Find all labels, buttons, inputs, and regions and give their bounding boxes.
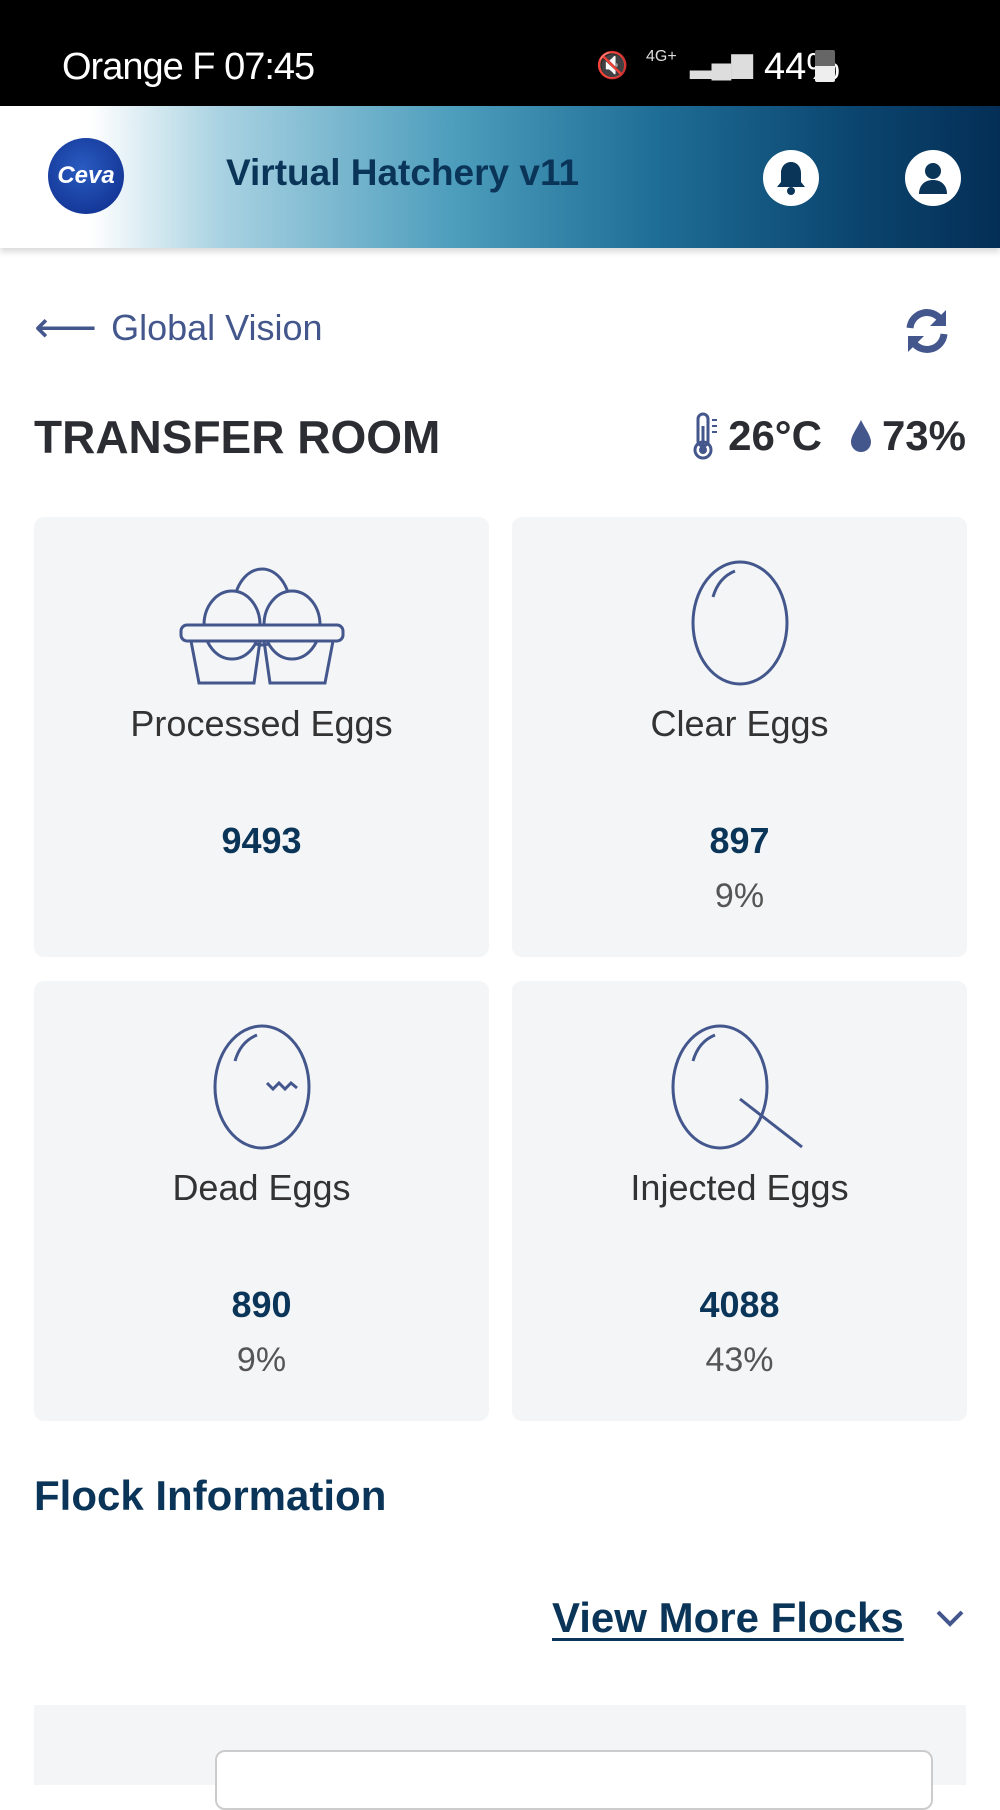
card-clear-eggs[interactable]: Clear Eggs 897 9%: [512, 517, 967, 957]
profile-button[interactable]: [905, 150, 961, 206]
injected-egg-icon: [671, 1024, 803, 1150]
arrow-left-icon: ⟵: [34, 303, 98, 352]
egg-icon: [691, 560, 788, 686]
temperature-value: 26°C: [728, 412, 822, 459]
refresh-icon[interactable]: [902, 306, 952, 356]
card-value: 4088: [699, 1284, 780, 1325]
chevron-down-icon[interactable]: [934, 1606, 966, 1630]
back-link[interactable]: ⟵ Global Vision: [34, 306, 323, 350]
view-more-flocks-link[interactable]: View More Flocks: [552, 1594, 904, 1641]
signal-icon: ▂▄▆: [690, 47, 753, 78]
user-icon: [919, 163, 947, 194]
app-header: Ceva Virtual Hatchery v11: [0, 106, 1000, 248]
card-value: 897: [709, 820, 770, 861]
card-label: Injected Eggs: [630, 1167, 849, 1208]
cracked-egg-icon: [213, 1024, 310, 1150]
card-label: Processed Eggs: [130, 703, 393, 744]
mute-icon: 🔇: [596, 50, 629, 80]
card-value: 890: [231, 1284, 292, 1325]
card-dead-eggs[interactable]: Dead Eggs 890 9%: [34, 981, 489, 1421]
network-type: 4G+: [646, 48, 677, 65]
app-title: Virtual Hatchery v11: [226, 152, 580, 193]
thermometer-icon: [693, 412, 718, 460]
egg-tray-icon: [179, 567, 344, 685]
humidity-value: 73%: [881, 412, 966, 459]
room-conditions: 26°C 73%: [692, 412, 966, 460]
bell-icon: [777, 162, 805, 195]
card-percent: 9%: [236, 1341, 287, 1379]
card-percent: 9%: [714, 877, 765, 915]
card-injected-eggs[interactable]: Injected Eggs 4088 43%: [512, 981, 967, 1421]
clock: 07:45: [224, 46, 315, 88]
back-label: Global Vision: [111, 307, 323, 348]
flock-select-input[interactable]: [215, 1750, 933, 1810]
card-percent: 43%: [705, 1341, 774, 1379]
status-bar: Orange F 07:45 🔇 4G+ ▂▄▆ 44%: [0, 0, 1000, 106]
card-value: 9493: [221, 820, 302, 861]
ceva-logo[interactable]: Ceva: [48, 138, 124, 214]
card-label: Dead Eggs: [172, 1167, 351, 1208]
carrier: Orange F: [62, 46, 216, 88]
battery-icon: [815, 50, 835, 82]
card-label: Clear Eggs: [650, 703, 829, 744]
room-title: TRANSFER ROOM: [34, 411, 441, 463]
humidity-drop-icon: [850, 420, 871, 452]
flock-section-title: Flock Information: [34, 1472, 387, 1519]
card-processed-eggs[interactable]: Processed Eggs 9493: [34, 517, 489, 957]
notifications-button[interactable]: [763, 150, 819, 206]
